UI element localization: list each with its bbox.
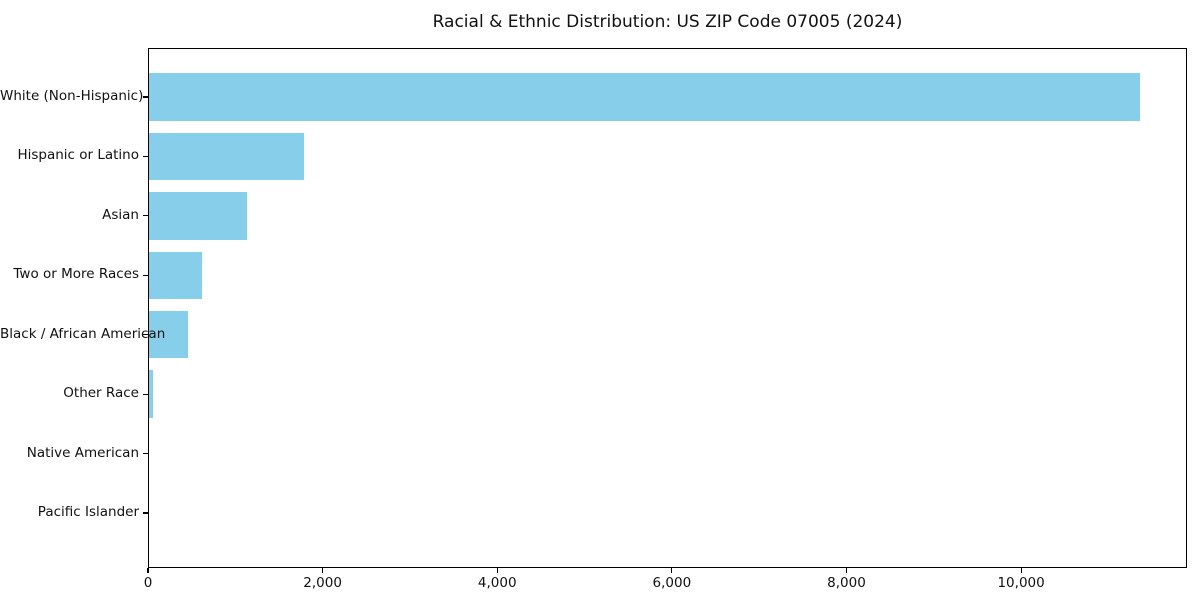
y-tick-mark	[143, 512, 148, 514]
x-tick-mark	[1020, 568, 1022, 573]
y-tick-label: Other Race	[63, 385, 139, 402]
x-tick-label: 6,000	[652, 575, 692, 591]
x-tick-label: 0	[143, 575, 153, 591]
x-tick-mark	[147, 568, 149, 573]
y-tick-mark	[143, 215, 148, 217]
y-tick-label: Asian	[102, 206, 139, 223]
x-tick-label: 2,000	[303, 575, 342, 591]
y-tick-mark	[143, 274, 148, 276]
y-tick-mark	[143, 334, 148, 336]
x-tick-mark	[671, 568, 673, 573]
x-tick-mark	[496, 568, 498, 573]
y-tick-label: Native American	[26, 444, 139, 461]
x-tick-mark	[845, 568, 848, 573]
y-tick-label: Two or More Races	[13, 266, 139, 283]
bar	[149, 370, 154, 418]
y-tick-mark	[143, 155, 148, 158]
x-tick-label: 4,000	[477, 575, 517, 591]
bar	[149, 251, 203, 300]
bar	[149, 132, 304, 181]
y-tick-label: Pacific Islander	[37, 504, 139, 520]
x-tick-label: 8,000	[827, 575, 866, 591]
y-tick-label: Hispanic or Latino	[17, 147, 139, 164]
y-tick-label: Black / African American	[0, 325, 166, 342]
y-tick-mark	[143, 452, 148, 455]
chart-title: Racial & Ethnic Distribution: US ZIP Cod…	[432, 12, 903, 32]
x-tick-label: 10,000	[997, 575, 1045, 591]
bar	[149, 310, 189, 359]
plot-area	[148, 48, 1187, 568]
x-tick-mark	[322, 568, 324, 573]
y-tick-label: White (Non-Hispanic)	[0, 88, 144, 104]
bar	[149, 73, 1140, 121]
bar	[149, 192, 247, 240]
y-tick-mark	[143, 96, 148, 98]
y-tick-mark	[143, 393, 148, 395]
